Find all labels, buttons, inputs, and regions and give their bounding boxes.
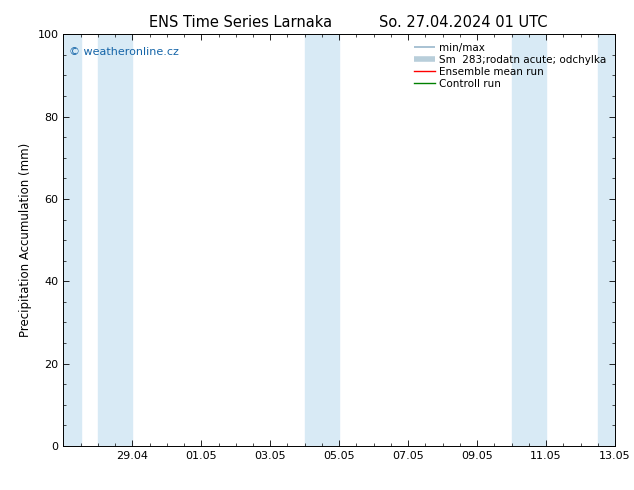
- Bar: [98, 34, 133, 446]
- Bar: [305, 34, 339, 446]
- Text: ENS Time Series Larnaka: ENS Time Series Larnaka: [150, 15, 332, 30]
- Y-axis label: Precipitation Accumulation (mm): Precipitation Accumulation (mm): [19, 143, 32, 337]
- Text: So. 27.04.2024 01 UTC: So. 27.04.2024 01 UTC: [378, 15, 547, 30]
- Text: © weatheronline.cz: © weatheronline.cz: [69, 47, 179, 57]
- Legend: min/max, Sm  283;rodatn acute; odchylka, Ensemble mean run, Controll run: min/max, Sm 283;rodatn acute; odchylka, …: [411, 40, 610, 92]
- Bar: [63, 34, 81, 446]
- Bar: [512, 34, 546, 446]
- Bar: [598, 34, 615, 446]
